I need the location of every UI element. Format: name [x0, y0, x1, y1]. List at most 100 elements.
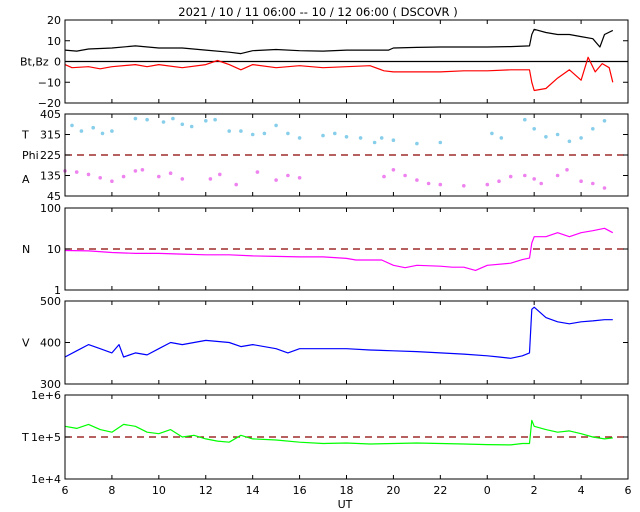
y-tick-label: 1	[54, 284, 61, 297]
panel-frame-speed	[64, 300, 629, 385]
x-tick-label: 14	[246, 484, 260, 497]
data-point-theta-4	[110, 129, 114, 133]
data-point-phi-7	[140, 168, 145, 172]
y-tick-label: 315	[40, 129, 61, 142]
y-tick-label: 405	[40, 108, 61, 121]
data-point-theta-34	[555, 132, 560, 137]
x-tick-label: 10	[152, 484, 166, 497]
panel-mag: 20 10 0 −10 −20 Bt,Bz	[20, 14, 629, 110]
data-point-phi-30	[539, 181, 543, 186]
data-point-phi-21	[415, 178, 419, 182]
data-point-theta-13	[227, 129, 231, 133]
y-tick-label: 1e+6	[31, 389, 61, 402]
data-point-theta-31	[523, 117, 527, 122]
y-tick-label: 10	[47, 243, 61, 256]
y-axis-label-speed: V	[22, 337, 30, 350]
panel-angles: 405 315 225 135 45 T Phi A	[21, 108, 629, 203]
data-point-theta-10	[189, 124, 194, 129]
data-point-theta-16	[262, 131, 267, 136]
y-tick-label: 20	[47, 14, 61, 27]
data-point-phi-24	[462, 184, 466, 188]
x-tick-label: 4	[578, 484, 585, 497]
data-point-theta-38	[602, 119, 607, 123]
data-point-theta-37	[591, 127, 595, 131]
data-point-phi-22	[426, 181, 431, 186]
x-tick-label: 2	[531, 484, 538, 497]
data-point-phi-23	[438, 182, 443, 187]
data-point-theta-19	[297, 136, 302, 140]
x-tick-labels: 6 8 10 12 14 16 18 20 22 0 2 4 6	[62, 484, 632, 497]
series-line-temperature	[64, 419, 613, 446]
x-tick-label: 6	[625, 484, 632, 497]
data-point-phi-31	[555, 173, 560, 178]
data-point-phi-9	[168, 171, 173, 175]
x-tick-label: 0	[484, 484, 491, 497]
data-point-theta-21	[333, 131, 337, 136]
x-tick-label: 12	[199, 484, 213, 497]
series-line-bt	[64, 28, 614, 55]
data-point-theta-36	[579, 136, 583, 140]
data-point-phi-28	[523, 173, 527, 178]
y-tick-label: 135	[40, 170, 61, 183]
y-tick-label: 1e+4	[31, 473, 61, 486]
y-tick-label: 500	[40, 295, 61, 308]
y-tick-label: 45	[47, 190, 61, 203]
x-tick-label: 18	[340, 484, 354, 497]
data-point-theta-1	[79, 129, 84, 133]
series-line-bz	[64, 56, 614, 92]
data-point-theta-17	[274, 123, 278, 128]
data-point-phi-35	[602, 186, 607, 190]
data-point-theta-20	[321, 133, 325, 138]
data-point-phi-17	[297, 176, 302, 180]
data-point-theta-23	[358, 136, 363, 140]
x-tick-label: 20	[386, 484, 400, 497]
x-tick-label: 22	[433, 484, 447, 497]
data-point-phi-20	[403, 173, 407, 178]
data-point-theta-0	[70, 123, 74, 128]
panel-density: 100 10 1 N	[22, 202, 629, 297]
data-point-phi-5	[121, 174, 126, 179]
y-tick-label: −10	[38, 76, 61, 89]
data-point-theta-7	[161, 120, 166, 124]
data-point-theta-25	[379, 136, 384, 140]
data-point-phi-8	[157, 174, 161, 179]
data-point-theta-28	[438, 140, 443, 145]
data-point-theta-30	[499, 136, 504, 140]
series-line-speed	[64, 306, 613, 359]
data-point-theta-9	[180, 122, 185, 127]
x-axis-label: UT	[338, 498, 353, 511]
y-axis-label-temperature: T	[21, 431, 29, 444]
panel-speed: 500 400 300 V	[22, 295, 629, 391]
y-axis-label-phi: Phi	[22, 149, 39, 162]
data-point-theta-27	[415, 141, 419, 146]
data-point-phi-13	[234, 182, 238, 187]
data-point-phi-15	[274, 178, 278, 182]
data-point-phi-16	[286, 173, 290, 178]
data-point-theta-22	[344, 135, 349, 139]
y-axis-label-a: A	[22, 173, 30, 186]
data-point-phi-4	[110, 179, 114, 183]
data-point-theta-29	[490, 131, 494, 136]
data-point-phi-2	[86, 172, 91, 177]
data-point-phi-29	[532, 177, 536, 181]
data-point-phi-18	[382, 174, 386, 179]
y-tick-label: 225	[40, 149, 61, 162]
y-tick-label: −20	[38, 97, 61, 110]
data-point-phi-34	[591, 181, 595, 186]
data-point-theta-33	[544, 135, 548, 139]
data-point-phi-27	[508, 174, 513, 179]
data-point-phi-32	[565, 168, 569, 172]
data-point-theta-2	[91, 125, 95, 130]
data-point-theta-26	[391, 138, 396, 142]
data-point-phi-11	[208, 177, 213, 181]
y-tick-label: 1e+5	[31, 431, 61, 444]
data-point-theta-5	[133, 116, 138, 121]
data-point-theta-11	[204, 119, 208, 123]
y-tick-label: 300	[40, 378, 61, 391]
y-axis-label-mag: Bt,Bz	[20, 56, 49, 69]
data-point-theta-14	[239, 129, 243, 133]
y-tick-label: 10	[47, 35, 61, 48]
data-point-phi-25	[485, 182, 490, 187]
data-point-phi-10	[180, 177, 185, 181]
